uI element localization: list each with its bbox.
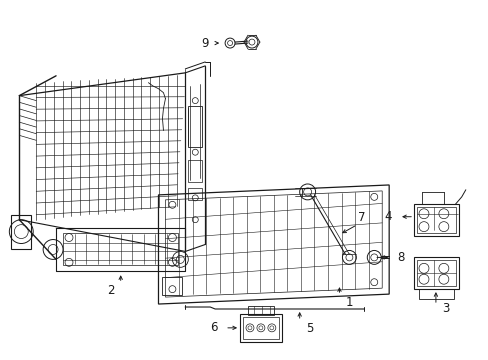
Text: 8: 8 xyxy=(397,251,404,264)
Bar xyxy=(240,314,281,342)
Bar xyxy=(416,260,455,286)
Text: 2: 2 xyxy=(107,284,114,297)
Text: 3: 3 xyxy=(441,302,448,315)
Text: 6: 6 xyxy=(210,321,218,334)
Text: 7: 7 xyxy=(357,211,365,224)
Text: 5: 5 xyxy=(305,322,313,336)
Bar xyxy=(188,160,202,182)
Bar xyxy=(418,289,453,299)
Bar xyxy=(243,317,278,339)
Text: 9: 9 xyxy=(201,37,208,50)
Bar xyxy=(247,306,273,315)
Bar xyxy=(413,204,458,235)
Text: 4: 4 xyxy=(384,210,391,223)
Bar xyxy=(162,277,182,295)
Bar xyxy=(188,188,202,200)
Bar xyxy=(416,207,455,233)
Bar xyxy=(11,215,31,249)
Bar xyxy=(188,105,202,147)
Bar xyxy=(63,233,178,265)
Text: 1: 1 xyxy=(345,296,352,309)
Bar xyxy=(413,257,458,289)
